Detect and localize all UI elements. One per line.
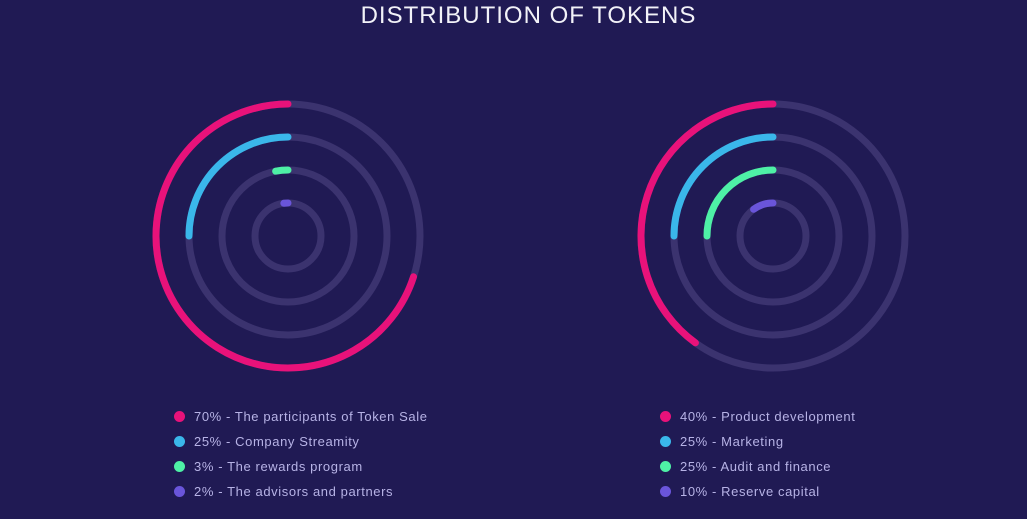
legend-label: 2% - The advisors and partners <box>194 484 394 499</box>
legend-item: 25% - Company Streamity <box>174 429 428 454</box>
ring-arc-product-development <box>637 100 777 347</box>
ring-arc-the-participants-of-token-sale <box>152 100 418 372</box>
legend-dot-icon <box>174 411 185 422</box>
legend-label: 10% - Reserve capital <box>680 484 820 499</box>
ring-track <box>218 166 358 306</box>
ring-arc-the-rewards-program <box>272 166 292 175</box>
legend-dot-icon <box>660 436 671 447</box>
legend-label: 25% - Company Streamity <box>194 434 360 449</box>
ring-arc-audit-and-finance <box>703 166 777 240</box>
legend-label: 3% - The rewards program <box>194 459 363 474</box>
ring-arc-reserve-capital <box>750 199 777 213</box>
legend-label: 40% - Product development <box>680 409 856 424</box>
legend-dot-icon <box>660 461 671 472</box>
legend-item: 70% - The participants of Token Sale <box>174 404 428 429</box>
token-sale-distribution-chart <box>152 100 424 372</box>
legend-dot-icon <box>174 486 185 497</box>
ring-arc-company-streamity <box>185 133 292 240</box>
legend-dot-icon <box>174 461 185 472</box>
ring-track <box>251 199 325 273</box>
ring-arc-marketing <box>670 133 777 240</box>
legend-label: 70% - The participants of Token Sale <box>194 409 428 424</box>
legend-item: 25% - Marketing <box>660 429 855 454</box>
legend-label: 25% - Marketing <box>680 434 784 449</box>
token-sale-legend: 70% - The participants of Token Sale 25%… <box>174 404 428 504</box>
funds-distribution-chart <box>637 100 909 372</box>
funds-legend: 40% - Product development 25% - Marketin… <box>660 404 855 504</box>
legend-label: 25% - Audit and finance <box>680 459 832 474</box>
page-title: DISTRIBUTION OF TOKENS <box>360 2 697 29</box>
ring-track <box>736 199 810 273</box>
legend-item: 40% - Product development <box>660 404 855 429</box>
legend-item: 2% - The advisors and partners <box>174 479 428 504</box>
legend-dot-icon <box>660 411 671 422</box>
legend-dot-icon <box>174 436 185 447</box>
legend-item: 3% - The rewards program <box>174 454 428 479</box>
legend-dot-icon <box>660 486 671 497</box>
legend-item: 10% - Reserve capital <box>660 479 855 504</box>
legend-item: 25% - Audit and finance <box>660 454 855 479</box>
